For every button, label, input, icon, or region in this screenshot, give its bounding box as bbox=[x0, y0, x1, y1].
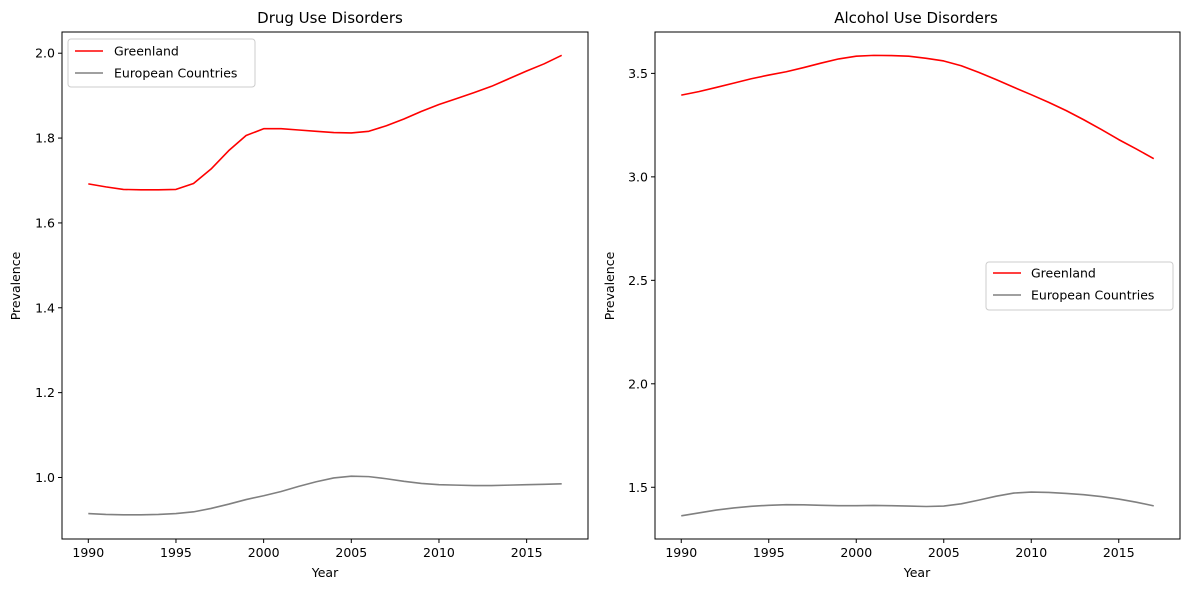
plot-area: 1990 1995 2000 2005 2010 2015 1.5 2.0 2.5 3.0 3.5 bbox=[628, 31, 1181, 560]
x-tick-label: 2000 bbox=[840, 545, 872, 560]
chart-title: Alcohol Use Disorders bbox=[834, 9, 998, 27]
legend-label-european: European Countries bbox=[1031, 288, 1154, 303]
legend-label-greenland: Greenland bbox=[114, 44, 179, 59]
x-tick-label: 2015 bbox=[511, 545, 543, 560]
legend-label-greenland: Greenland bbox=[1031, 266, 1096, 281]
series-line-european-countries bbox=[681, 491, 1154, 517]
x-tick-label: 2010 bbox=[1015, 545, 1047, 560]
y-tick-label: 1.5 bbox=[628, 480, 648, 495]
x-tick-label: 1995 bbox=[160, 545, 192, 560]
y-tick-label: 3.0 bbox=[628, 169, 648, 184]
x-tick-label: 1995 bbox=[753, 545, 785, 560]
y-axis-label: Prevalence bbox=[602, 251, 617, 320]
y-tick-label: 1.0 bbox=[35, 470, 55, 485]
series-line-greenland bbox=[681, 54, 1155, 160]
y-tick-label: 1.2 bbox=[35, 385, 55, 400]
axes-frame bbox=[61, 31, 589, 540]
legend-box bbox=[985, 261, 1174, 311]
y-tick-label: 2.5 bbox=[628, 273, 648, 288]
y-tick-label: 2.0 bbox=[35, 46, 55, 61]
y-axis-label: Prevalence bbox=[8, 251, 23, 320]
x-tick-label: 1990 bbox=[72, 545, 104, 560]
x-tick-label: 1990 bbox=[665, 545, 697, 560]
y-tick-label: 3.5 bbox=[628, 66, 648, 81]
subplot-alcohol-use: Alcohol Use Disorders 1990 1995 2000 2005 20… bbox=[602, 9, 1181, 580]
plot-area: 1990 1995 2000 2005 2010 2015 1.0 1.2 1.4 1.6 1.8 2… bbox=[35, 31, 589, 560]
y-tick-label: 1.8 bbox=[35, 131, 55, 146]
axes-frame bbox=[654, 31, 1181, 540]
legend: Greenland European Countries bbox=[985, 261, 1174, 311]
series-line-greenland bbox=[88, 54, 563, 191]
x-tick-label: 2005 bbox=[335, 545, 367, 560]
series-line-european-countries bbox=[88, 475, 562, 516]
legend: Greenland European Countries bbox=[67, 38, 256, 88]
x-tick-label: 2015 bbox=[1103, 545, 1135, 560]
chart-title: Drug Use Disorders bbox=[257, 9, 403, 27]
subplot-drug-use: Drug Use Disorders 1990 1995 2000 2005 2010 2… bbox=[8, 9, 589, 580]
x-axis-label: Year bbox=[311, 565, 339, 580]
x-tick-label: 2000 bbox=[248, 545, 280, 560]
x-axis-label: Year bbox=[903, 565, 931, 580]
y-tick-label: 1.4 bbox=[35, 300, 55, 315]
legend-box bbox=[67, 38, 256, 88]
legend-label-european: European Countries bbox=[114, 66, 237, 81]
x-tick-label: 2010 bbox=[423, 545, 455, 560]
y-tick-label: 1.6 bbox=[35, 215, 55, 230]
y-tick-label: 2.0 bbox=[628, 376, 648, 391]
x-tick-label: 2005 bbox=[928, 545, 960, 560]
